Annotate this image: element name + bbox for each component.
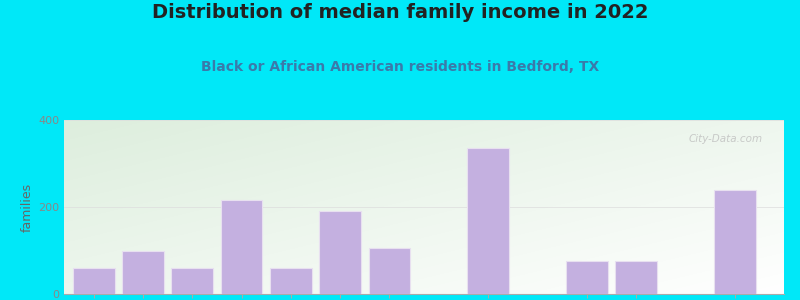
Y-axis label: families: families	[21, 182, 34, 232]
Bar	[270, 268, 312, 294]
Bar	[615, 261, 657, 294]
Text: City-Data.com: City-Data.com	[688, 134, 762, 144]
Bar	[122, 250, 164, 294]
Bar	[467, 148, 509, 294]
Bar	[319, 211, 361, 294]
Text: Distribution of median family income in 2022: Distribution of median family income in …	[152, 3, 648, 22]
Bar	[221, 200, 262, 294]
Bar	[566, 261, 608, 294]
Bar	[714, 190, 756, 294]
Bar	[369, 248, 410, 294]
Bar	[73, 268, 114, 294]
Text: Black or African American residents in Bedford, TX: Black or African American residents in B…	[201, 60, 599, 74]
Bar	[171, 268, 213, 294]
